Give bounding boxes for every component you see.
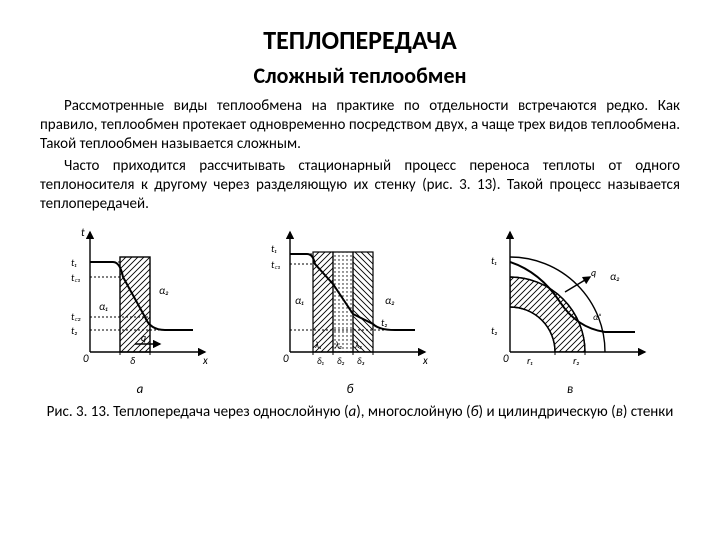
figure-caption: Рис. 3. 13. Теплопередача через однослой… [40, 403, 680, 422]
axis-t: t [81, 226, 85, 239]
label-a1-a: α₁ [99, 300, 108, 313]
label-d1: δ₁ [317, 356, 324, 367]
label-t2-b: t₂ [381, 316, 388, 329]
label-a1-b: α₁ [295, 294, 304, 307]
label-q-c: q [591, 266, 596, 279]
label-l1: λ₁ [315, 340, 321, 351]
label-tc2-a: t꜀₂ [71, 310, 81, 323]
label-tc1-a: t꜀₁ [71, 271, 81, 284]
label-l3: λ₃ [355, 340, 362, 351]
label-l2: λ₂ [335, 340, 342, 351]
sublabel-b: б [265, 382, 435, 397]
label-r1: r₁ [527, 354, 533, 367]
axis-zero-b: 0 [283, 352, 289, 365]
sublabel-c: в [485, 382, 655, 397]
diagram-a: 0 x t q t₁ t꜀₁ t꜀₂ t₂ α₁ α₂ δ а [65, 222, 215, 397]
figure-row: 0 x t q t₁ t꜀₁ t꜀₂ t₂ α₁ α₂ δ а [40, 222, 680, 397]
label-a2-b: α₂ [385, 294, 395, 307]
label-t1-c: t₁ [491, 254, 497, 267]
label-d2: δ₂ [337, 356, 345, 367]
paragraph-2: Часто приходится рассчитывать стационарн… [40, 157, 680, 213]
label-t1-a: t₁ [71, 256, 77, 269]
label-a2-c: α₂ [610, 270, 620, 283]
label-tc1-b: t꜀₁ [271, 258, 281, 271]
label-d3: δ₃ [357, 356, 365, 367]
axis-x-b: x [422, 354, 428, 367]
label-t2-c: t₂ [491, 324, 498, 337]
label-delta: δ [130, 354, 135, 367]
label-ax-c: αₓ [593, 312, 602, 323]
diagram-c: 0 q t₁ t₂ α₂ r₁ r₂ αₓ в [485, 222, 655, 397]
axis-zero: 0 [83, 352, 89, 365]
axis-x: x [202, 354, 208, 367]
label-q-a: q [141, 331, 146, 344]
label-r2: r₂ [573, 354, 580, 367]
label-t2-a: t₂ [71, 324, 78, 337]
sublabel-a: а [65, 382, 215, 397]
page-title: ТЕПЛОПЕРЕДАЧА [40, 24, 680, 56]
axis-zero-c: 0 [503, 352, 509, 365]
label-a2-a: α₂ [159, 284, 169, 297]
paragraph-1: Рассмотренные виды теплообмена на практи… [40, 97, 680, 153]
page-subtitle: Сложный теплообмен [40, 62, 680, 89]
diagram-b: 0 x t₁ t꜀₁ α₁ α₂ t₂ λ₁ λ₂ λ₃ δ₁ δ₂ δ₃ [265, 222, 435, 397]
label-t1-b: t₁ [271, 242, 277, 255]
